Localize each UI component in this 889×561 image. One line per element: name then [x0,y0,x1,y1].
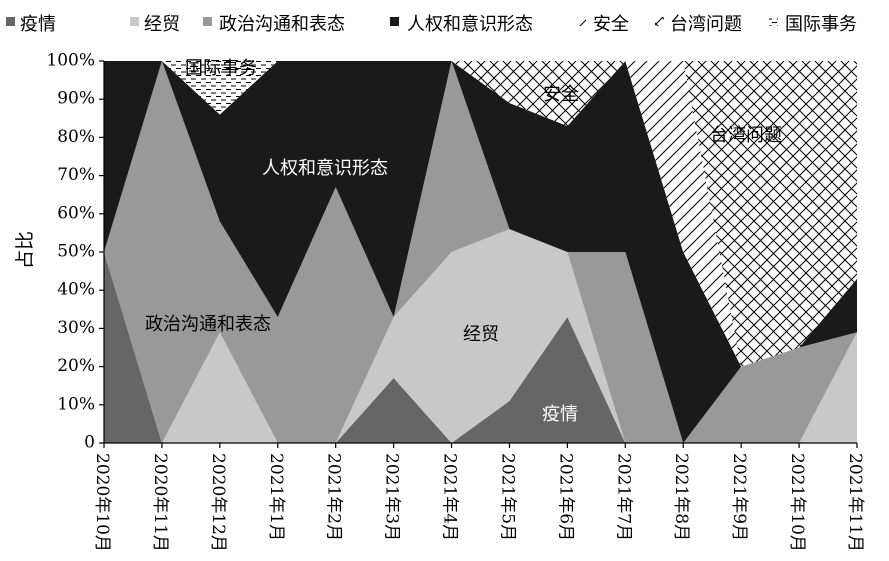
x-tick-label: 2021年2月 [324,453,344,541]
legend-label-epidemic: 疫情 [20,14,56,35]
x-tick-label: 2021年5月 [497,453,517,541]
area-series-group [104,61,857,443]
x-tick-label: 2021年6月 [555,453,575,541]
y-tick-label: 0 [84,433,95,453]
legend-label-human-rights: 人权和意识形态 [407,14,533,35]
y-tick-label: 10% [57,394,95,414]
legend-swatch-intl [769,17,778,26]
legend-swatch-political [203,17,212,26]
x-tick-label: 2021年1月 [266,453,286,541]
area-human-rights [104,61,857,443]
legend-label-taiwan: 台湾问题 [670,14,742,35]
legend-swatch-security [577,17,586,26]
area-intl [104,61,857,115]
x-tick-label: 2021年10月 [787,453,807,552]
annotation-security: 安全 [543,84,579,105]
x-tick-label: 2020年10月 [92,453,112,552]
area-political [104,61,857,443]
y-tick-label: 30% [57,318,95,338]
annotation-political: 政治沟通和表态 [145,314,271,335]
legend-label-political: 政治沟通和表态 [219,14,345,35]
y-tick-label: 90% [57,89,95,109]
legend-item-taiwan: 台湾问题 [655,14,742,35]
x-tick-label: 2021年9月 [729,453,749,541]
legend-swatch-epidemic [6,17,15,26]
legend-item-intl: 国际事务 [769,14,857,35]
annotation-intl: 国际事务 [185,58,257,79]
annotation-epidemic: 疫情 [542,404,578,425]
y-tick-label: 20% [57,356,95,376]
legend-label-trade: 经贸 [144,14,180,35]
legend-item-epidemic: 疫情 [6,14,56,35]
y-axis-ticks: 0 10% 20% 30% 40% 50% 60% 70% 80% 90% 100% [46,51,104,453]
legend-label-intl: 国际事务 [785,14,857,35]
x-tick-label: 2021年7月 [613,453,633,541]
legend-swatch-human-rights [390,17,399,26]
x-tick-label: 2021年4月 [440,453,460,541]
annotation-human-rights: 人权和意识形态 [262,158,388,179]
legend-item-political: 政治沟通和表态 [203,14,345,35]
area-security [104,61,857,367]
annotation-trade: 经贸 [463,324,499,345]
x-tick-label: 2020年12月 [208,453,228,552]
x-tick-label: 2021年8月 [671,453,691,541]
y-tick-label: 60% [57,203,95,223]
x-axis-ticks: 2020年10月 2020年11月 2020年12月 2021年1月 2021年2月 20… [92,443,865,552]
legend-item-trade: 经贸 [130,14,180,35]
annotation-taiwan: 台湾问题 [710,125,782,146]
y-tick-label: 70% [57,165,95,185]
area-taiwan [104,61,857,367]
y-tick-label: 50% [57,242,95,262]
area-trade [104,229,857,443]
area-annotations: 国际事务 安全 人权和意识形态 台湾问题 政治沟通和表态 经贸 疫情 [145,58,782,425]
legend-swatch-taiwan [655,17,664,26]
legend-item-human-rights: 人权和意识形态 [390,14,533,35]
y-axis-title: 占比 [14,231,36,269]
legend-swatch-trade [130,17,139,26]
x-tick-label: 2021年11月 [845,453,865,552]
y-tick-label: 80% [57,127,95,147]
legend-item-security: 安全 [577,14,629,35]
x-tick-label: 2020年11月 [150,453,170,552]
y-tick-label: 100% [46,51,95,71]
x-tick-label: 2021年3月 [382,453,402,541]
y-tick-label: 40% [57,280,95,300]
legend-label-security: 安全 [593,14,629,35]
legend: 疫情 经贸 政治沟通和表态 人权和意识形态 安全 台湾问题 国际事务 [6,14,857,35]
